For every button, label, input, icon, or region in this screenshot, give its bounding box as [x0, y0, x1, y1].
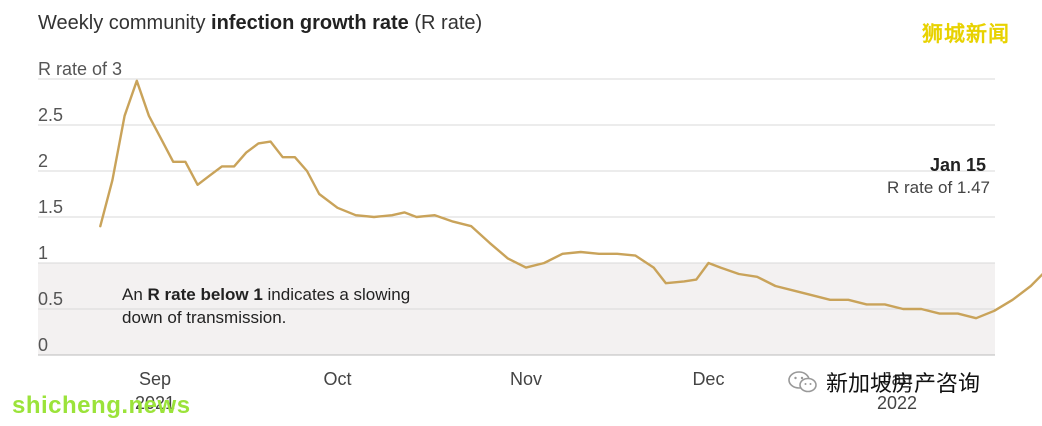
annotation-line1: An R rate below 1 indicates a slowing [122, 285, 410, 304]
y-tick-label-1: 1 [38, 243, 48, 263]
watermark-top-right: 狮城新闻 [922, 23, 1010, 46]
y-tick-label-0: 0 [38, 335, 48, 355]
y-tick-label-1-5: 1.5 [38, 197, 63, 217]
x-tick-sublabel-2022: 2022 [877, 393, 917, 413]
y-tick-label-0-5: 0.5 [38, 289, 63, 309]
title-prefix: Weekly community [38, 12, 212, 34]
callout-date: Jan 15 [930, 155, 986, 175]
series-line-0 [99, 79, 1042, 320]
chart-title: Weekly community infection growth rate (… [38, 12, 482, 35]
callout-text: R rate of 1.47 [887, 178, 990, 197]
x-tick-label-dec: Dec [692, 369, 724, 389]
y-tick-label-3: R rate of 3 [38, 59, 122, 79]
x-tick-label-jan: Jan [882, 369, 911, 389]
x-tick-sublabel-2021: 2021 [135, 393, 175, 413]
y-tick-label-2: 2 [38, 151, 48, 171]
annotation-line2: down of transmission. [122, 308, 286, 327]
y-tick-label-2-5: 2.5 [38, 105, 63, 125]
annotation-line1-suffix: indicates a slowing [263, 285, 410, 304]
annotation-line1-prefix: An [122, 285, 148, 304]
wechat-icon [788, 370, 818, 394]
x-tick-label-sep: Sep [139, 369, 171, 389]
watermark-bottom-left: shicheng.news [12, 392, 191, 419]
title-suffix: (R rate) [408, 12, 483, 34]
x-tick-label-oct: Oct [323, 369, 351, 389]
annotation-line1-bold: R rate below 1 [148, 285, 263, 304]
wechat-account-name: 新加坡房产咨询 [826, 371, 981, 396]
title-bold: infection growth rate [211, 12, 409, 34]
wechat-watermark: 新加坡房产咨询 [788, 366, 980, 398]
x-tick-label-nov: Nov [510, 369, 542, 389]
